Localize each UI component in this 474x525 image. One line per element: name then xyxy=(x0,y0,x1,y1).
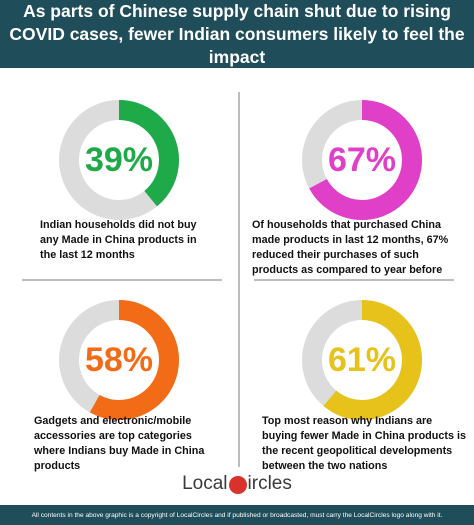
donut-label-3: 58% xyxy=(84,340,154,379)
horizontal-divider-left xyxy=(22,279,222,281)
donut-chart-4: 61% xyxy=(302,300,422,420)
logo-text-left: Local xyxy=(182,473,228,494)
donut-svg-3 xyxy=(59,300,179,420)
caption-3: Gadgets and electronic/mobile accessorie… xyxy=(34,415,205,472)
logo-text-right: ircles xyxy=(247,473,292,494)
header-banner: As parts of Chinese supply chain shut du… xyxy=(0,0,474,68)
stat-panel-2: 67% Of households that purchased China m… xyxy=(237,90,474,290)
donut-svg-4 xyxy=(302,300,422,420)
vertical-divider xyxy=(238,92,240,467)
donut-arc-2 xyxy=(302,100,422,220)
donut-arc-4 xyxy=(302,300,422,420)
localcircles-logo: Local ircles xyxy=(0,468,474,500)
donut-chart-3: 58% xyxy=(59,300,179,420)
donut-label-4: 61% xyxy=(327,340,397,379)
donut-arc-1 xyxy=(59,100,179,220)
caption-4: Top most reason why Indians are buying f… xyxy=(262,415,466,472)
donut-chart-2: 67% xyxy=(302,100,422,220)
copyright-text: All contents in the above graphic is a c… xyxy=(31,511,443,519)
donut-svg-2 xyxy=(302,100,422,220)
donut-arc-3 xyxy=(59,300,179,420)
stat-panel-4: 61% Top most reason why Indians are buyi… xyxy=(237,292,474,492)
page-title: As parts of Chinese supply chain shut du… xyxy=(9,0,465,67)
donut-svg-1 xyxy=(59,100,179,220)
horizontal-divider-right xyxy=(254,279,454,281)
donut-chart-1: 39% xyxy=(59,100,179,220)
donut-label-1: 39% xyxy=(84,140,154,179)
stat-panel-1: 39% Indian households did not buy any Ma… xyxy=(0,90,237,290)
donut-label-2: 67% xyxy=(327,140,397,179)
logo-circle-icon xyxy=(228,476,247,494)
copyright-footer: All contents in the above graphic is a c… xyxy=(0,505,474,525)
stat-panel-3: 58% Gadgets and electronic/mobile access… xyxy=(0,292,237,492)
caption-1: Indian households did not buy any Made i… xyxy=(40,219,197,261)
caption-2: Of households that purchased China made … xyxy=(252,219,449,276)
